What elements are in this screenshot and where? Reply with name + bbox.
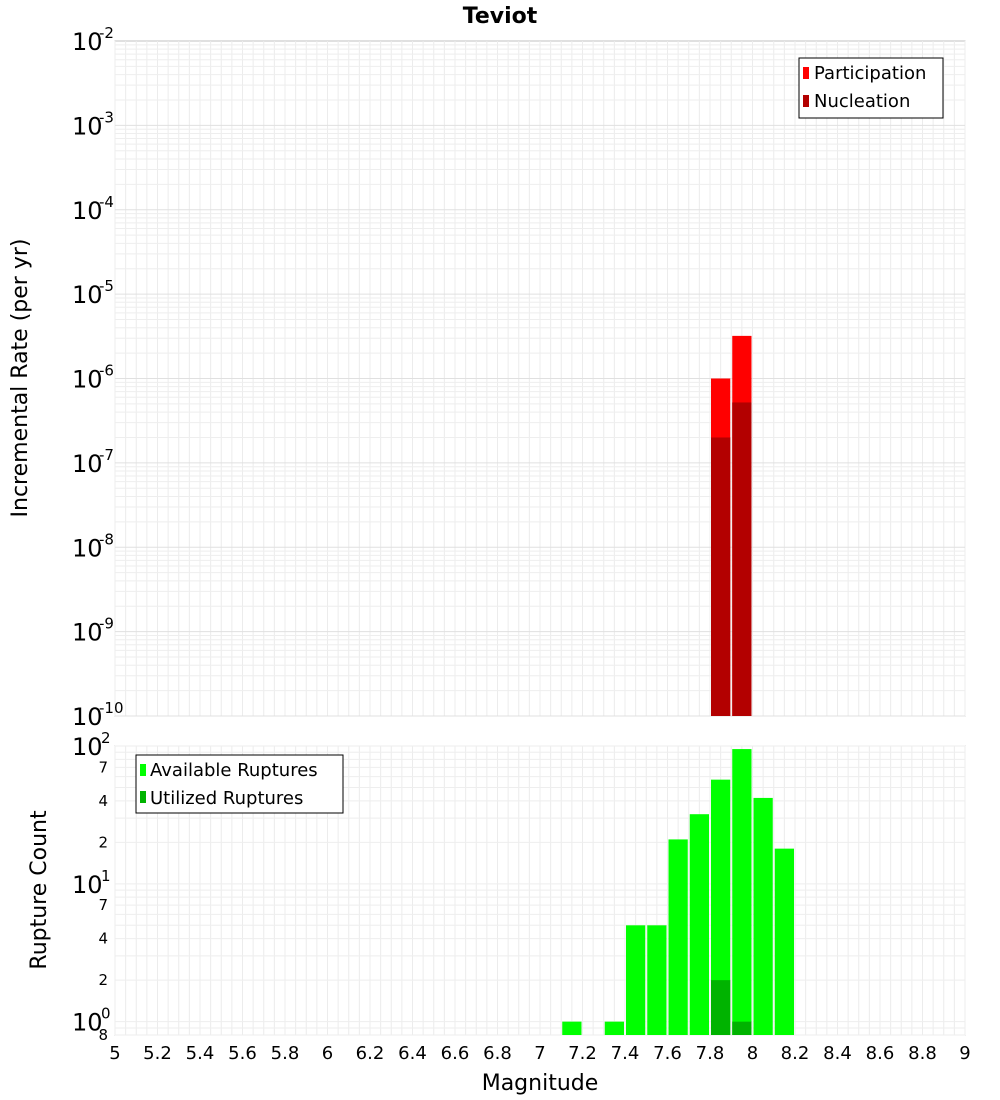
legend-label-utilized-ruptures: Utilized Ruptures xyxy=(150,788,303,809)
y-tick-label: 10 xyxy=(72,1009,103,1037)
y-minor-tick-label: 7 xyxy=(98,758,108,776)
x-tick-label: 7.6 xyxy=(653,1043,682,1064)
x-axis-label: Magnitude xyxy=(482,1071,599,1096)
bottom-bar-available-ruptures xyxy=(689,814,709,1035)
y-tick-exponent: -7 xyxy=(99,446,114,464)
x-tick-label: 5.2 xyxy=(143,1043,172,1064)
y-tick-exponent: -3 xyxy=(99,108,114,126)
legend-swatch-available-ruptures xyxy=(140,764,146,776)
bottom-bar-available-ruptures xyxy=(774,848,794,1035)
y-minor-tick-label: 8 xyxy=(98,1026,108,1044)
x-tick-label: 5.8 xyxy=(271,1043,300,1064)
x-tick-label: 9 xyxy=(959,1043,970,1064)
y-tick-exponent: -2 xyxy=(99,24,114,42)
x-tick-label: 8.6 xyxy=(866,1043,895,1064)
bottom-bar-available-ruptures xyxy=(711,779,731,1035)
x-tick-label: 6.2 xyxy=(356,1043,385,1064)
top-bar-nucleation xyxy=(732,402,752,716)
y-tick-label: 10 xyxy=(72,112,103,140)
x-tick-label: 6.6 xyxy=(441,1043,470,1064)
y-tick-label: 10 xyxy=(72,366,103,394)
bottom-x-ticks: 5 5.2 5.4 5.6 5.8 6 6.2 6.4 6.6 6.8 7 7.2 7.4 7.6 7.8 8… xyxy=(109,1043,970,1064)
bottom-bar-available-ruptures xyxy=(626,925,646,1035)
bottom-bar-available-ruptures xyxy=(732,749,752,1035)
y-tick-label: 10 xyxy=(72,28,103,56)
bottom-y-axis-label: Rupture Count xyxy=(27,810,52,970)
chart-title: Teviot xyxy=(463,4,538,29)
top-legend: Participation Nucleation xyxy=(798,57,944,119)
y-tick-label: 10 xyxy=(72,619,103,647)
top-legend-box xyxy=(798,57,944,119)
y-tick-exponent: 2 xyxy=(101,729,111,747)
bottom-bar-available-ruptures xyxy=(753,797,773,1035)
legend-swatch-nucleation xyxy=(803,95,809,107)
bottom-bar-available-ruptures xyxy=(668,839,688,1035)
y-tick-exponent: -6 xyxy=(99,362,114,380)
legend-swatch-participation xyxy=(803,67,809,79)
y-tick-label: 10 xyxy=(72,450,103,478)
x-tick-label: 7.2 xyxy=(568,1043,597,1064)
y-tick-exponent: -4 xyxy=(99,193,114,211)
y-minor-tick-label: 4 xyxy=(98,930,108,948)
y-tick-exponent: 0 xyxy=(101,1005,111,1023)
y-tick-label: 10 xyxy=(72,703,103,731)
bottom-bar-available-ruptures xyxy=(562,1021,582,1035)
legend-swatch-utilized-ruptures xyxy=(140,791,146,803)
bottom-bars xyxy=(562,749,794,1035)
y-tick-exponent: -10 xyxy=(99,699,124,717)
legend-label-nucleation: Nucleation xyxy=(814,91,910,112)
x-tick-label: 5 xyxy=(109,1043,120,1064)
x-tick-label: 8.8 xyxy=(908,1043,937,1064)
x-tick-label: 8.4 xyxy=(823,1043,852,1064)
y-tick-label: 10 xyxy=(72,871,103,899)
y-minor-tick-label: 2 xyxy=(98,971,108,989)
top-bar-nucleation xyxy=(711,437,731,716)
x-tick-label: 7.8 xyxy=(696,1043,725,1064)
y-tick-label: 10 xyxy=(72,534,103,562)
bottom-legend: Available Ruptures Utilized Ruptures xyxy=(135,754,344,814)
y-tick-exponent: -9 xyxy=(99,615,114,633)
y-minor-tick-label: 2 xyxy=(98,833,108,851)
y-tick-exponent: -8 xyxy=(99,530,114,548)
legend-label-participation: Participation xyxy=(814,63,926,84)
x-tick-label: 5.6 xyxy=(228,1043,257,1064)
x-tick-label: 8 xyxy=(747,1043,758,1064)
y-tick-label: 10 xyxy=(72,281,103,309)
top-grid xyxy=(114,41,966,717)
y-minor-tick-label: 4 xyxy=(98,792,108,810)
x-tick-label: 7 xyxy=(534,1043,545,1064)
legend-label-available-ruptures: Available Ruptures xyxy=(150,760,318,781)
bottom-bar-available-ruptures xyxy=(604,1021,624,1035)
x-tick-label: 6.4 xyxy=(398,1043,427,1064)
y-minor-tick-label: 7 xyxy=(98,896,108,914)
x-tick-label: 6 xyxy=(322,1043,333,1064)
y-tick-exponent: 1 xyxy=(101,867,111,885)
bottom-grid xyxy=(114,745,966,1036)
x-tick-label: 5.4 xyxy=(186,1043,215,1064)
top-bars xyxy=(711,335,752,716)
y-tick-label: 10 xyxy=(72,733,103,761)
y-tick-exponent: -5 xyxy=(99,277,114,295)
top-y-axis-label: Incremental Rate (per yr) xyxy=(8,239,33,518)
bottom-bar-available-ruptures xyxy=(647,925,667,1035)
bottom-bar-utilized-ruptures xyxy=(732,1021,752,1035)
x-tick-label: 6.8 xyxy=(483,1043,512,1064)
x-tick-label: 7.4 xyxy=(611,1043,640,1064)
y-tick-label: 10 xyxy=(72,197,103,225)
bottom-legend-box xyxy=(135,754,344,814)
bottom-bar-utilized-ruptures xyxy=(711,980,731,1035)
x-tick-label: 8.2 xyxy=(781,1043,810,1064)
